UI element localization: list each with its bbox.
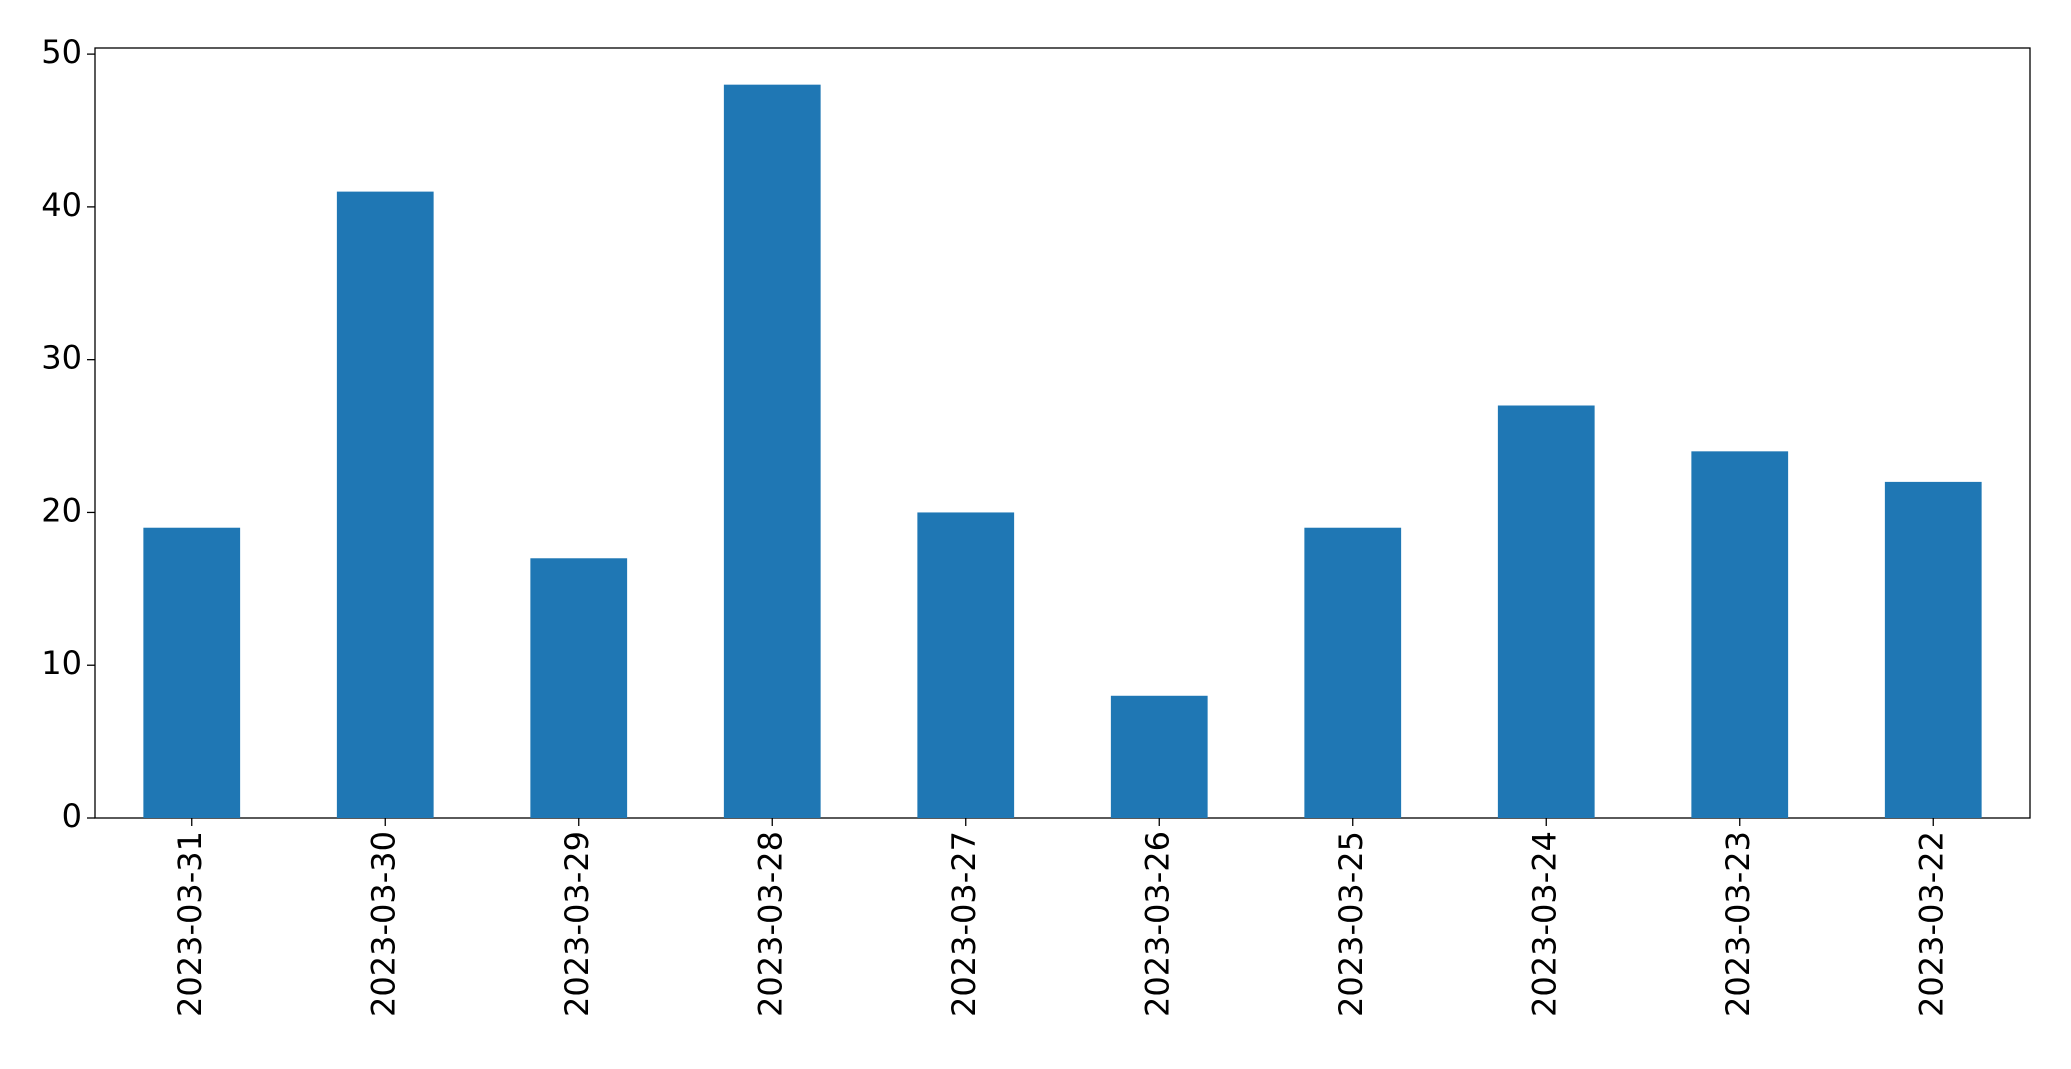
x-tick-label: 2023-03-29 xyxy=(558,831,596,1017)
bar xyxy=(1110,695,1208,818)
bar xyxy=(530,558,628,818)
y-tick-label: 40 xyxy=(41,186,82,224)
x-tick-label: 2023-03-30 xyxy=(364,831,402,1017)
x-tick-label: 2023-03-23 xyxy=(1719,831,1757,1017)
x-tick-label: 2023-03-22 xyxy=(1912,831,1950,1017)
x-tick-label: 2023-03-24 xyxy=(1525,831,1563,1017)
bar xyxy=(1884,481,1982,818)
bar xyxy=(723,84,821,818)
y-tick-label: 30 xyxy=(41,339,82,377)
x-tick-label: 2023-03-28 xyxy=(751,831,789,1017)
bar xyxy=(143,527,241,818)
x-tick-label: 2023-03-25 xyxy=(1332,831,1370,1017)
x-tick-label: 2023-03-26 xyxy=(1138,831,1176,1017)
y-tick-label: 0 xyxy=(62,797,82,835)
bar xyxy=(1497,405,1595,818)
axes-frame xyxy=(94,47,2031,819)
x-tick-label: 2023-03-31 xyxy=(171,831,209,1017)
y-tick-label: 20 xyxy=(41,491,82,529)
x-tick-label: 2023-03-27 xyxy=(945,831,983,1017)
y-tick-label: 10 xyxy=(41,644,82,682)
bar xyxy=(1691,451,1789,818)
bar xyxy=(917,512,1015,818)
bar xyxy=(1304,527,1402,818)
bar xyxy=(336,191,434,819)
y-tick-label: 50 xyxy=(41,33,82,71)
